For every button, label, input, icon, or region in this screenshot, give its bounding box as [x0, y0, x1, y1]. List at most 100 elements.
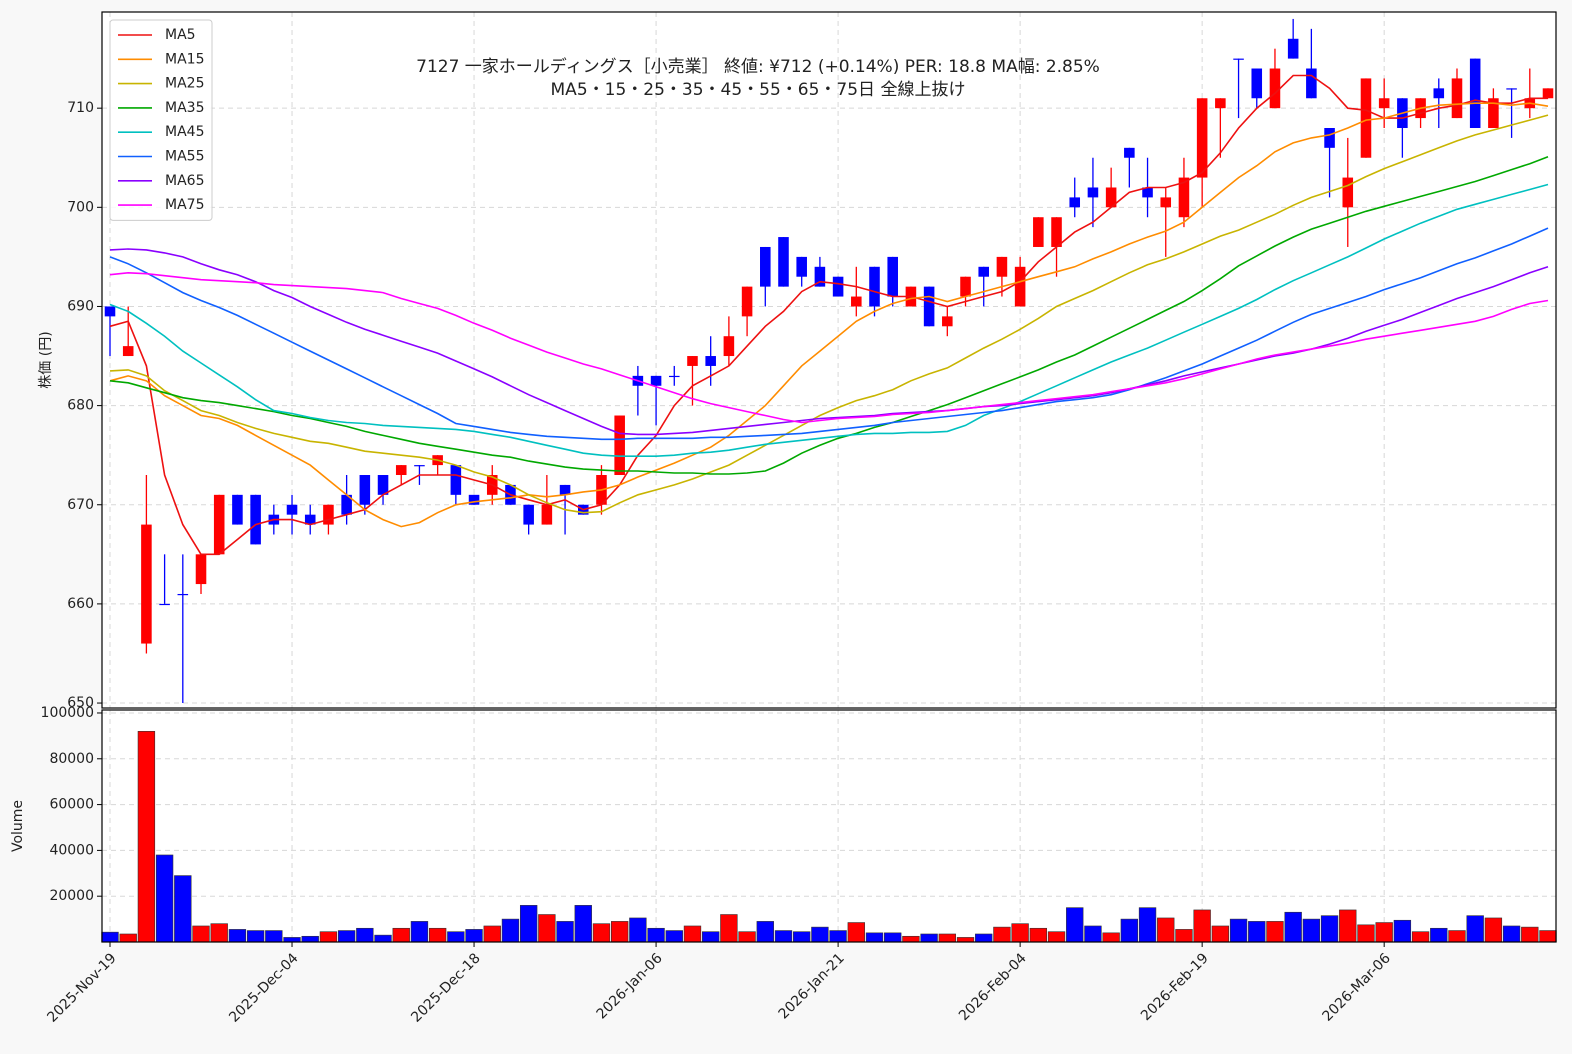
volume-bar: [1266, 921, 1284, 943]
y-tick-label: 100000: [41, 705, 94, 721]
volume-bar: [319, 931, 338, 943]
volume-bar: [1029, 927, 1048, 943]
chart-title: 7127 一家ホールディングス［小売業］ 終値: ¥712 (+0.14%) P…: [416, 56, 1100, 77]
volume-bar: [1229, 918, 1248, 943]
volume-bar: [192, 925, 210, 943]
ma-line: [109, 183, 1549, 457]
volume-bar: [793, 931, 811, 943]
volume-bar: [847, 922, 865, 943]
y-tick-label: 40000: [49, 842, 94, 858]
candle-body: [232, 494, 243, 525]
volume-bar: [1047, 931, 1066, 943]
candle-body: [1469, 58, 1481, 128]
legend-label: MA55: [165, 149, 204, 165]
volume-bar: [1211, 925, 1230, 943]
candle-body: [960, 276, 971, 297]
volume-bar: [155, 854, 174, 943]
volume-bar: [647, 927, 665, 943]
candle-body: [395, 465, 407, 476]
y-tick-label: 80000: [49, 751, 94, 767]
volume-bar: [1411, 931, 1430, 943]
volume-bar: [1448, 930, 1466, 943]
candle-body: [250, 494, 261, 545]
candle-body: [104, 306, 116, 317]
volume-bar: [884, 932, 902, 943]
candle-body: [1233, 58, 1244, 60]
volume-bar: [574, 905, 592, 943]
candle-body: [341, 494, 352, 515]
volume-bar: [392, 927, 410, 943]
y-tick-label: 700: [67, 199, 94, 215]
volume-bar: [465, 929, 483, 943]
volume-bar: [1484, 917, 1503, 943]
candle-body: [1196, 98, 1208, 178]
volume-bar: [1157, 917, 1175, 943]
volume-bar: [556, 921, 574, 943]
volume-bar: [1138, 907, 1157, 943]
candle-body: [1542, 88, 1554, 99]
candle-body: [1251, 68, 1263, 99]
candle-body: [141, 524, 152, 644]
volume-bar: [283, 937, 301, 943]
price-frame: [101, 11, 1557, 709]
volume-bar: [519, 905, 538, 943]
candle-body: [1342, 177, 1354, 208]
volume-bar: [428, 927, 447, 943]
volume-bar: [119, 933, 137, 943]
volume-bar: [483, 925, 501, 943]
legend-label: MA35: [165, 100, 204, 116]
candle-body: [450, 465, 462, 495]
candle-body: [705, 356, 716, 366]
candle-body: [1306, 68, 1317, 99]
volume-bar: [720, 914, 738, 943]
volume-bar: [1120, 918, 1139, 943]
legend-label: MA45: [165, 124, 204, 140]
candle-body: [832, 276, 844, 297]
volume-bar: [993, 926, 1011, 943]
volume-bar: [1284, 911, 1302, 943]
candle-body: [195, 554, 207, 585]
legend-label: MA25: [165, 76, 204, 92]
y-tick-label: 670: [67, 497, 94, 513]
candle-body: [1033, 217, 1044, 247]
candle-body: [1014, 266, 1026, 307]
volume-bar: [538, 914, 556, 943]
volume-bar: [1066, 907, 1084, 943]
y-tick-label: 660: [67, 596, 94, 612]
candle-body: [159, 603, 170, 606]
volume-bar: [1248, 921, 1266, 943]
candle-body: [687, 356, 698, 366]
volume-frame: [101, 709, 1557, 943]
volume-bar: [1102, 932, 1120, 943]
volume-bar: [228, 929, 247, 943]
candle-body: [1124, 147, 1135, 158]
volume-bar: [1302, 918, 1321, 943]
candle-body: [978, 266, 990, 277]
candle-body: [614, 415, 625, 476]
candle-body: [1287, 38, 1299, 59]
y-tick-label: 60000: [49, 797, 94, 813]
volume-bar: [374, 934, 392, 943]
candle-body: [323, 504, 334, 525]
volume-bar: [956, 937, 975, 943]
candle-body: [559, 484, 571, 495]
volume-bar: [865, 932, 884, 943]
volume-bar: [1466, 915, 1484, 943]
ma-line: [109, 227, 1549, 441]
y-tick-label: 680: [67, 398, 94, 414]
volume-bar: [610, 921, 629, 943]
candle-body: [1051, 217, 1062, 247]
legend-label: MA5: [165, 27, 196, 43]
candle-body: [650, 375, 662, 386]
y-axis-label: 株価 (円): [38, 331, 54, 388]
candle-body: [851, 296, 862, 307]
ma-line: [109, 114, 1549, 514]
volume-bar: [756, 921, 774, 943]
volume-bar: [1539, 930, 1557, 943]
candle-body: [1142, 187, 1153, 198]
candle-body: [1069, 197, 1081, 208]
candle-body: [1360, 78, 1372, 158]
candle-body: [1269, 68, 1281, 109]
volume-bar: [246, 930, 265, 943]
